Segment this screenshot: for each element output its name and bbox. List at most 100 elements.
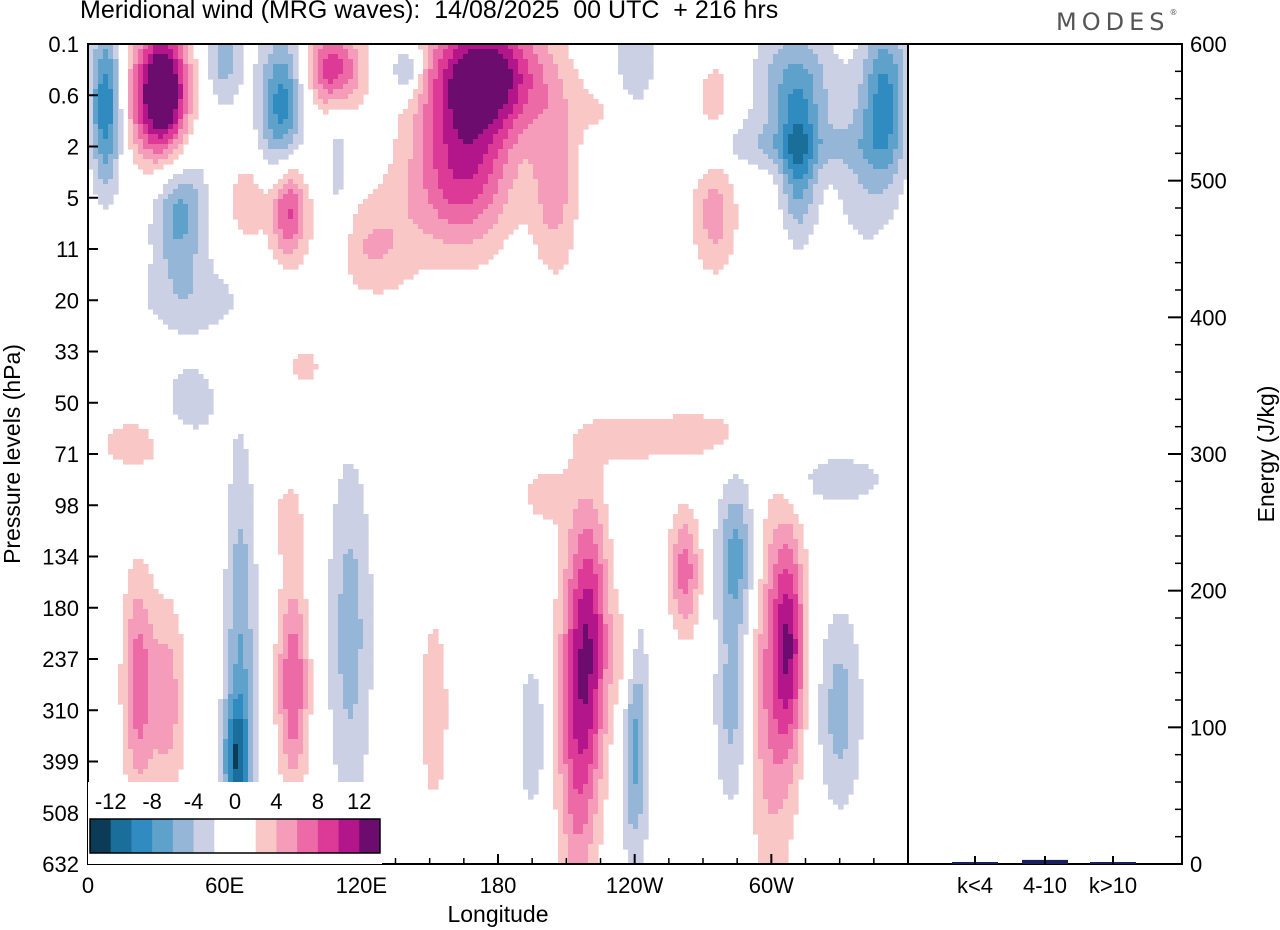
contour-cell <box>568 744 579 750</box>
contour-cell <box>898 89 904 95</box>
contour-cell <box>578 684 589 690</box>
contour-cell <box>273 649 284 655</box>
contour-cell <box>588 739 594 745</box>
contour-cell <box>723 609 744 615</box>
contour-cell <box>143 59 149 65</box>
contour-cell <box>603 534 609 540</box>
contour-cell <box>338 664 359 670</box>
contour-cell <box>643 699 649 705</box>
contour-cell <box>233 204 274 210</box>
contour-cell <box>873 129 894 135</box>
contour-cell <box>793 574 799 580</box>
contour-cell <box>768 504 794 510</box>
contour-cell <box>153 244 164 250</box>
contour-cell <box>113 159 119 165</box>
contour-cell <box>803 564 809 570</box>
contour-cell <box>763 664 774 670</box>
contour-cell <box>873 69 899 75</box>
contour-cell <box>903 129 908 135</box>
contour-cell <box>218 709 224 715</box>
contour-cell <box>268 139 294 145</box>
energy-tick-label: 600 <box>1190 32 1227 57</box>
contour-cell <box>768 119 779 125</box>
contour-cell <box>98 119 114 125</box>
contour-cell <box>123 709 129 715</box>
contour-cell <box>423 84 429 90</box>
contour-cell <box>308 74 314 80</box>
contour-cell <box>258 49 274 55</box>
contour-cell <box>153 119 174 125</box>
contour-cell <box>773 624 779 630</box>
contour-cell <box>728 549 744 555</box>
contour-cell <box>323 59 344 65</box>
contour-cell <box>563 814 574 820</box>
contour-cell <box>538 254 569 260</box>
contour-cell <box>163 254 194 260</box>
contour-cell <box>673 614 684 620</box>
contour-cell <box>643 744 649 750</box>
contour-cell <box>218 44 234 50</box>
contour-cell <box>563 709 569 715</box>
contour-cell <box>623 829 649 835</box>
contour-cell <box>693 544 699 550</box>
contour-cell <box>123 609 134 615</box>
contour-cell <box>718 189 734 195</box>
contour-cell <box>848 724 864 730</box>
contour-cell <box>178 89 184 95</box>
contour-cell <box>788 664 794 670</box>
contour-cell <box>148 264 169 270</box>
contour-cell <box>233 209 274 215</box>
contour-cell <box>628 89 644 95</box>
contour-cell <box>113 59 119 65</box>
contour-cell <box>753 774 764 780</box>
contour-cell <box>603 759 609 765</box>
contour-cell <box>423 64 429 70</box>
contour-cell <box>738 709 744 715</box>
contour-cell <box>418 104 424 110</box>
contour-cell <box>563 719 569 725</box>
contour-cell <box>593 769 604 775</box>
contour-cell <box>103 54 109 60</box>
contour-cell <box>848 674 859 680</box>
contour-cell <box>133 109 139 115</box>
contour-cell <box>298 724 304 730</box>
contour-cell <box>758 679 764 685</box>
contour-cell <box>493 134 509 140</box>
contour-cell <box>528 94 549 100</box>
contour-cell <box>568 124 589 130</box>
contour-cell <box>668 564 674 570</box>
contour-cell <box>453 54 464 60</box>
contour-cell <box>723 584 729 590</box>
contour-cell <box>753 794 764 800</box>
contour-cell <box>303 694 309 700</box>
contour-cell <box>773 494 784 500</box>
contour-cell <box>418 79 424 85</box>
contour-cell <box>603 754 609 760</box>
contour-cell <box>423 159 434 165</box>
contour-cell <box>88 79 94 85</box>
contour-cell <box>298 119 304 125</box>
y-tick-label: 98 <box>55 493 79 518</box>
contour-cell <box>183 419 209 425</box>
contour-cell <box>628 789 644 795</box>
contour-cell <box>868 79 879 85</box>
contour-cell <box>443 84 449 90</box>
contour-cell <box>143 634 154 640</box>
contour-cell <box>188 64 194 70</box>
contour-cell <box>568 784 574 790</box>
contour-cell <box>168 139 174 145</box>
contour-cell <box>178 374 204 380</box>
contour-cell <box>703 174 729 180</box>
contour-cell <box>288 214 294 220</box>
contour-cell <box>243 714 249 720</box>
contour-cell <box>153 204 164 210</box>
contour-cell <box>778 604 794 610</box>
contour-cell <box>188 229 199 235</box>
contour-cell <box>898 94 904 100</box>
contour-cell <box>788 199 814 205</box>
contour-cell <box>328 624 339 630</box>
contour-cell <box>133 64 139 70</box>
contour-cell <box>103 159 109 165</box>
contour-cell <box>603 764 609 770</box>
contour-cell <box>488 229 514 235</box>
